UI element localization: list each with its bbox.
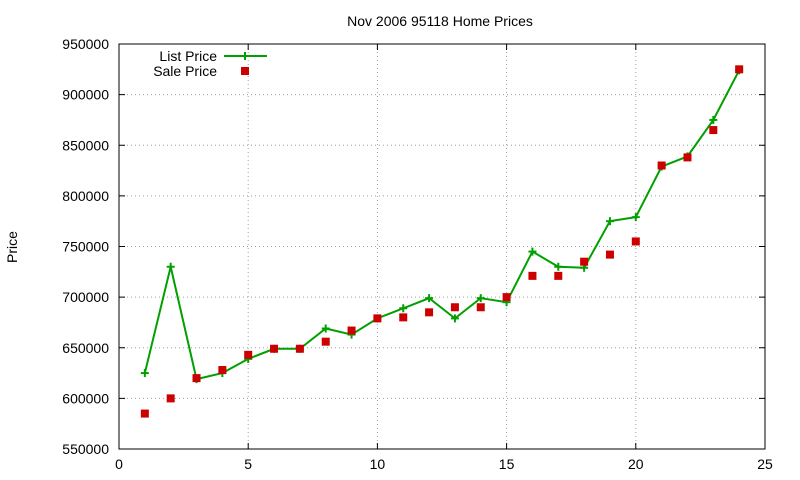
data-series	[140, 65, 744, 418]
list-price-point	[166, 262, 175, 271]
sale-price-point	[476, 303, 485, 312]
list-price-point	[476, 294, 485, 303]
legend-swatch-sale-price	[241, 67, 249, 75]
list-price-point	[140, 369, 149, 378]
y-tick-label: 550000	[62, 441, 109, 457]
list-price-point	[528, 247, 537, 256]
x-tick-label: 10	[370, 456, 386, 472]
grid-lines	[119, 44, 765, 449]
list-price-line	[143, 69, 741, 381]
chart-title: Nov 2006 95118 Home Prices	[347, 13, 533, 29]
list-price-point	[399, 304, 408, 313]
sale-price-point	[554, 271, 563, 280]
y-tick-label: 850000	[62, 137, 109, 153]
y-tick-label: 600000	[62, 390, 109, 406]
y-tick-label: 900000	[62, 87, 109, 103]
list-price-point	[605, 217, 614, 226]
plot-border	[118, 43, 766, 450]
x-tick-label: 25	[757, 456, 773, 472]
x-tick-label: 15	[499, 456, 515, 472]
sale-price-point	[270, 344, 279, 353]
sale-price-point	[373, 314, 382, 323]
y-tick-label: 800000	[62, 188, 109, 204]
y-axis-label: Price	[4, 231, 20, 263]
sale-price-point	[425, 308, 434, 317]
y-tick-labels: 550000 600000 650000 700000 750000 800000 8500…	[62, 36, 109, 457]
sale-price-point	[631, 237, 640, 246]
sale-price-point	[140, 409, 149, 418]
sale-price-point	[657, 161, 666, 170]
list-price-point	[425, 294, 434, 303]
sale-price-point	[605, 250, 614, 259]
list-price-point	[321, 324, 330, 333]
x-tick-label: 5	[244, 456, 252, 472]
x-tick-label: 20	[628, 456, 644, 472]
list-price-point	[709, 115, 718, 124]
sale-price-point	[683, 153, 692, 162]
sale-price-point	[347, 326, 356, 335]
sale-price-point	[295, 344, 304, 353]
x-tick-label: 0	[115, 456, 123, 472]
list-price-point	[554, 262, 563, 271]
legend-label-sale-price: Sale Price	[153, 63, 217, 79]
sale-price-point	[192, 374, 201, 383]
sale-price-point	[399, 313, 408, 322]
sale-price-point	[528, 271, 537, 280]
sale-price-point	[580, 257, 589, 266]
sale-price-point	[244, 350, 253, 359]
legend-label-list-price: List Price	[159, 48, 217, 64]
sale-price-point	[166, 394, 175, 403]
sale-price-point	[450, 303, 459, 312]
sale-price-point	[321, 337, 330, 346]
y-tick-label: 700000	[62, 289, 109, 305]
y-tick-label: 950000	[62, 36, 109, 52]
y-tick-label: 650000	[62, 340, 109, 356]
x-tick-labels: 0 5 10 15 20 25	[115, 456, 773, 472]
sale-price-point	[735, 65, 744, 74]
list-price-point	[450, 314, 459, 323]
list-price-point	[631, 213, 640, 222]
sale-price-point	[502, 293, 511, 302]
y-tick-label: 750000	[62, 239, 109, 255]
sale-price-point	[218, 366, 227, 375]
sale-price-point	[709, 126, 718, 135]
